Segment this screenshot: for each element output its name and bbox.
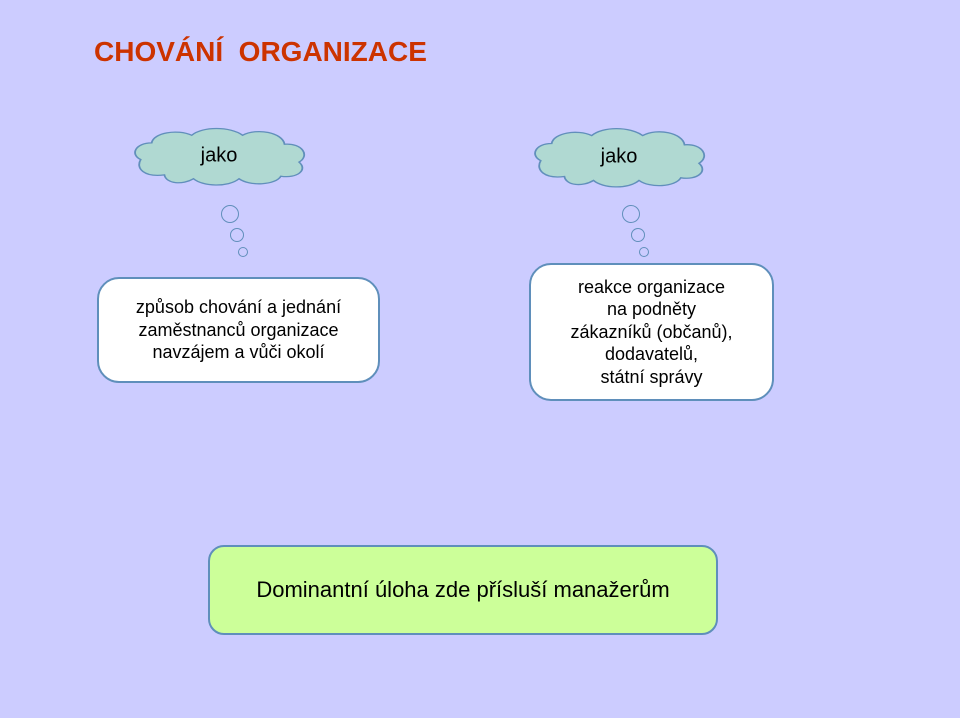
cloud-right-label: jako	[528, 145, 710, 168]
thought-bubble	[631, 228, 645, 242]
cloud-left-label: jako	[128, 144, 310, 167]
thought-bubble	[230, 228, 244, 242]
thought-bubble	[221, 205, 239, 223]
thought-cloud-right: jako	[528, 125, 710, 191]
conclusion-box: Dominantní úloha zde přísluší manažerům	[208, 545, 718, 635]
info-box-right: reakce organizace na podněty zákazníků (…	[529, 263, 774, 401]
info-box-left: způsob chování a jednání zaměstnanců org…	[97, 277, 380, 383]
thought-cloud-left: jako	[128, 125, 310, 189]
thought-bubble	[622, 205, 640, 223]
slide-canvas: CHOVÁNÍ ORGANIZACE jako jako způsob chov…	[0, 0, 960, 718]
thought-bubble	[639, 247, 649, 257]
slide-title: CHOVÁNÍ ORGANIZACE	[94, 36, 427, 68]
thought-bubble	[238, 247, 248, 257]
